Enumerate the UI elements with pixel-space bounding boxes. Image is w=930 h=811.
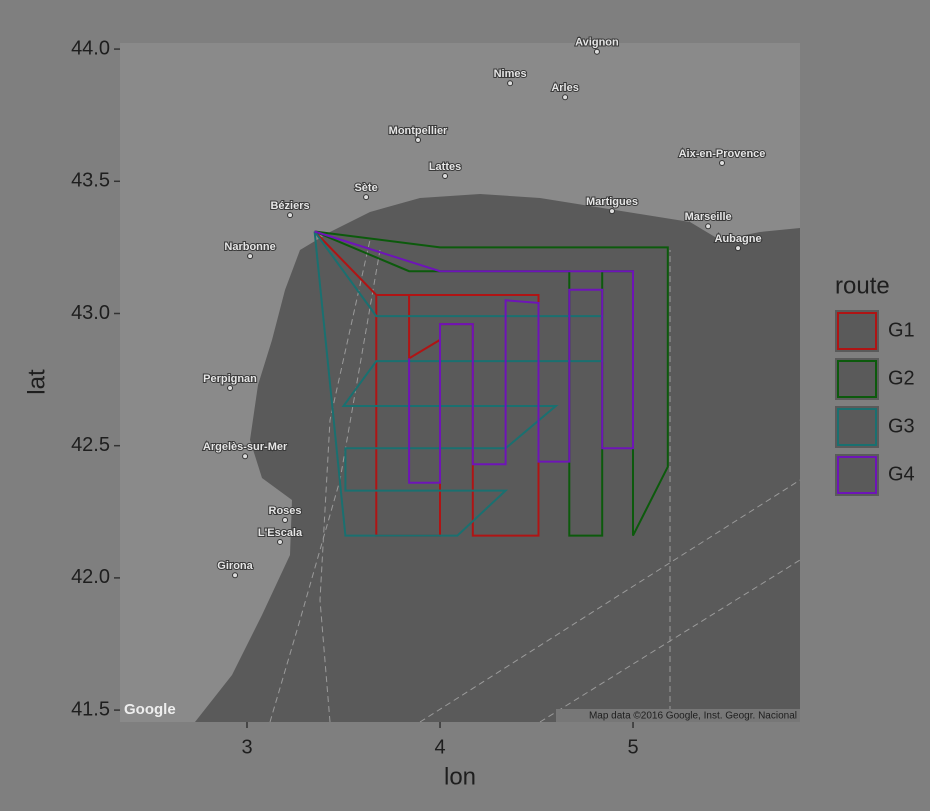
legend-key-bg	[835, 406, 879, 448]
city-dot	[288, 213, 293, 218]
x-tick-label: 4	[434, 736, 445, 758]
city-dot	[736, 246, 741, 251]
city-dot	[228, 386, 233, 391]
x-tick-label: 5	[627, 736, 638, 758]
map-label: Martigues	[586, 196, 638, 208]
city-dot	[508, 81, 513, 86]
y-tick-label: 41.5	[71, 698, 110, 720]
chart: Google Map data ©2016 Google, Inst. Geog…	[0, 0, 930, 811]
map-label: Lattes	[429, 161, 461, 173]
legend-title: route	[835, 272, 890, 299]
map-label: Aix-en-Provence	[679, 148, 766, 160]
map-label: Roses	[269, 505, 302, 517]
y-axis-title: lat	[23, 369, 50, 395]
city-dot	[720, 161, 725, 166]
y-tick-label: 42.5	[71, 434, 110, 456]
x-tick-label: 3	[241, 736, 252, 758]
legend-label: G4	[888, 463, 915, 485]
map-label: Argelès-sur-Mer	[203, 441, 288, 453]
map-attribution: Map data ©2016 Google, Inst. Geogr. Naci…	[589, 711, 797, 722]
map-label: Sète	[354, 182, 377, 194]
city-dot	[594, 49, 599, 54]
y-tick-label: 43.0	[71, 302, 110, 324]
legend-key-bg	[835, 358, 879, 400]
legend-label: G1	[888, 319, 915, 341]
city-dot	[233, 573, 238, 578]
map-label: Marseille	[685, 211, 732, 223]
y-tick-label: 43.5	[71, 170, 110, 192]
map-label: Aubagne	[715, 233, 762, 245]
city-dot	[563, 95, 568, 100]
map-label: L'Escala	[258, 527, 303, 539]
map-logo: Google	[124, 701, 176, 718]
y-tick-label: 42.0	[71, 566, 110, 588]
city-dot	[364, 195, 369, 200]
city-dot	[278, 539, 283, 544]
legend-key-bg	[835, 454, 879, 496]
city-dot	[443, 173, 448, 178]
map-label: Perpignan	[203, 373, 257, 385]
legend-label: G3	[888, 415, 915, 437]
y-tick-label: 44.0	[71, 37, 110, 59]
legend-key-bg	[835, 310, 879, 352]
x-axis-title: lon	[444, 763, 476, 790]
city-dot	[243, 454, 248, 459]
map-label: Béziers	[270, 200, 309, 212]
map-label: Montpellier	[389, 125, 448, 137]
map-label: Arles	[551, 82, 579, 94]
city-dot	[248, 254, 253, 259]
city-dot	[283, 517, 288, 522]
city-dot	[610, 209, 615, 214]
map-label: Narbonne	[224, 241, 275, 253]
city-dot	[416, 138, 421, 143]
map-label: Girona	[217, 560, 253, 572]
map-label: Avignon	[575, 37, 619, 49]
map-label: Nimes	[494, 68, 527, 80]
city-dot	[706, 224, 711, 229]
legend-label: G2	[888, 367, 915, 389]
